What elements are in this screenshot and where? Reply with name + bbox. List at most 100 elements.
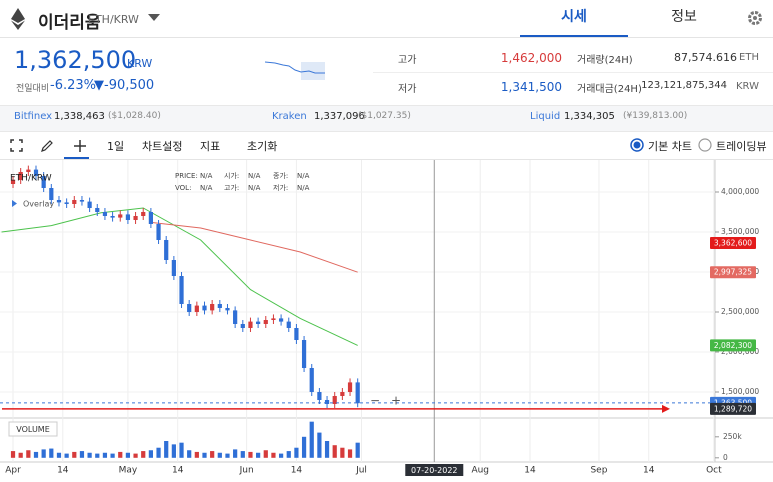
- volume-bar: [18, 452, 23, 458]
- candle-body: [256, 321, 261, 324]
- volume-bar: [210, 451, 215, 458]
- volume-bar: [263, 450, 268, 458]
- volume-bar: [10, 451, 16, 458]
- candle-body: [355, 382, 360, 404]
- y-tick-label: 4,000,000: [721, 187, 759, 196]
- volume-bar: [141, 451, 146, 458]
- candle-body: [225, 308, 230, 311]
- stat-label: 고가: [398, 55, 417, 66]
- candle-body: [41, 176, 46, 188]
- volume-bar: [148, 450, 153, 458]
- volume-bar: [179, 442, 184, 458]
- x-tick-label: 14: [57, 466, 69, 476]
- radio-checked[interactable]: [630, 138, 644, 152]
- volume-bar: [171, 444, 176, 458]
- mode[interactable]: 트레이딩뷰: [716, 140, 767, 153]
- price-label: 3,362,600: [714, 238, 752, 247]
- tab[interactable]: 정보: [671, 9, 697, 25]
- exchange-name: Liquid: [530, 111, 561, 122]
- volume-bar: [324, 441, 330, 458]
- volume-bar: [118, 451, 123, 458]
- info-label: 저가:: [273, 183, 288, 192]
- info-value: N/A: [248, 172, 261, 180]
- candle-body: [95, 208, 100, 212]
- volume-bar: [41, 449, 46, 458]
- toolbar: [0, 131, 773, 160]
- candle-body: [164, 240, 169, 260]
- x-tick-label: Apr: [5, 466, 21, 476]
- mode[interactable]: 기본 차트: [648, 140, 692, 153]
- price-label: 2,997,325: [714, 268, 752, 277]
- x-tick-label: Oct: [706, 466, 722, 476]
- radio[interactable]: [698, 138, 712, 152]
- price-label-box: [710, 402, 756, 415]
- interval[interactable]: 1일: [107, 140, 125, 153]
- volume-bar: [217, 452, 222, 458]
- candle-body: [56, 200, 62, 203]
- ma-line: [150, 221, 358, 273]
- x-tick-label: 14: [291, 466, 303, 476]
- crosshair-box: [405, 464, 464, 476]
- arrow-head: [662, 404, 670, 413]
- volume-label-box: [8, 421, 58, 437]
- active-tool: [64, 157, 89, 159]
- exchange-price: 1,338,463: [54, 111, 105, 122]
- volume-bar: [347, 449, 353, 458]
- candle-body: [187, 304, 192, 312]
- toolbar-item[interactable]: 지표: [200, 140, 221, 153]
- pair: ETH/KRW: [88, 13, 139, 26]
- volume-bar: [286, 451, 291, 458]
- stat-value: 1,341,500: [500, 80, 562, 94]
- candle-body: [49, 188, 54, 200]
- info-value: N/A: [200, 172, 213, 180]
- toolbar-item[interactable]: 차트설정: [142, 140, 183, 153]
- volume-bar: [271, 452, 276, 458]
- overlay-caret: [12, 200, 17, 207]
- stat-value: 1,462,000: [500, 51, 562, 65]
- exchange-price: 1,337,096: [314, 111, 365, 122]
- exchange-alt: (¥139,813.00): [623, 111, 688, 121]
- volume-bar: [202, 452, 207, 458]
- candle-body: [148, 212, 153, 224]
- info-label: PRICE:: [175, 172, 198, 180]
- volume-bar: [72, 451, 77, 458]
- volume-bar: [355, 442, 360, 458]
- x-tick-label: Jun: [239, 466, 254, 476]
- candle-body: [72, 200, 77, 204]
- ma-line: [1, 207, 358, 346]
- stat-value: 87,574.616: [674, 51, 737, 64]
- exchange-name: Kraken: [272, 111, 307, 122]
- zoom-button[interactable]: +: [391, 394, 401, 408]
- volume-bar: [278, 453, 284, 458]
- volume-bar: [194, 451, 199, 458]
- candle-body: [133, 216, 138, 220]
- tab-active[interactable]: 시세: [520, 0, 628, 37]
- info-label: 고가:: [224, 183, 239, 192]
- toolbar-item[interactable]: 초기화: [247, 140, 278, 153]
- volume-bar: [125, 452, 131, 458]
- toolbar-icons[interactable]: [10, 139, 110, 153]
- volume-bar: [317, 432, 322, 458]
- volume-bar: [87, 452, 92, 458]
- volume-bar: [225, 453, 230, 458]
- y-tick-label: 2,000,000: [721, 347, 759, 356]
- candle-body: [202, 305, 207, 311]
- zoom-button[interactable]: −: [370, 394, 380, 408]
- price-label-box: [710, 266, 756, 279]
- settings-icon[interactable]: [747, 10, 763, 26]
- candle-body: [340, 392, 345, 396]
- y-tick-label: 3,500,000: [721, 227, 759, 236]
- candle-body: [309, 368, 314, 392]
- volume-bar: [33, 451, 39, 458]
- volume-bar: [56, 452, 62, 458]
- x-tick-label: 14: [524, 466, 536, 476]
- x-tick-label: Sep: [590, 466, 607, 476]
- x-tick-label: Aug: [471, 466, 489, 476]
- candle-body: [10, 180, 16, 184]
- volume-bar: [49, 448, 54, 458]
- dropdown[interactable]: [148, 14, 160, 22]
- info-value: N/A: [248, 184, 261, 192]
- exchange-alt: ($1,028.40): [108, 111, 161, 121]
